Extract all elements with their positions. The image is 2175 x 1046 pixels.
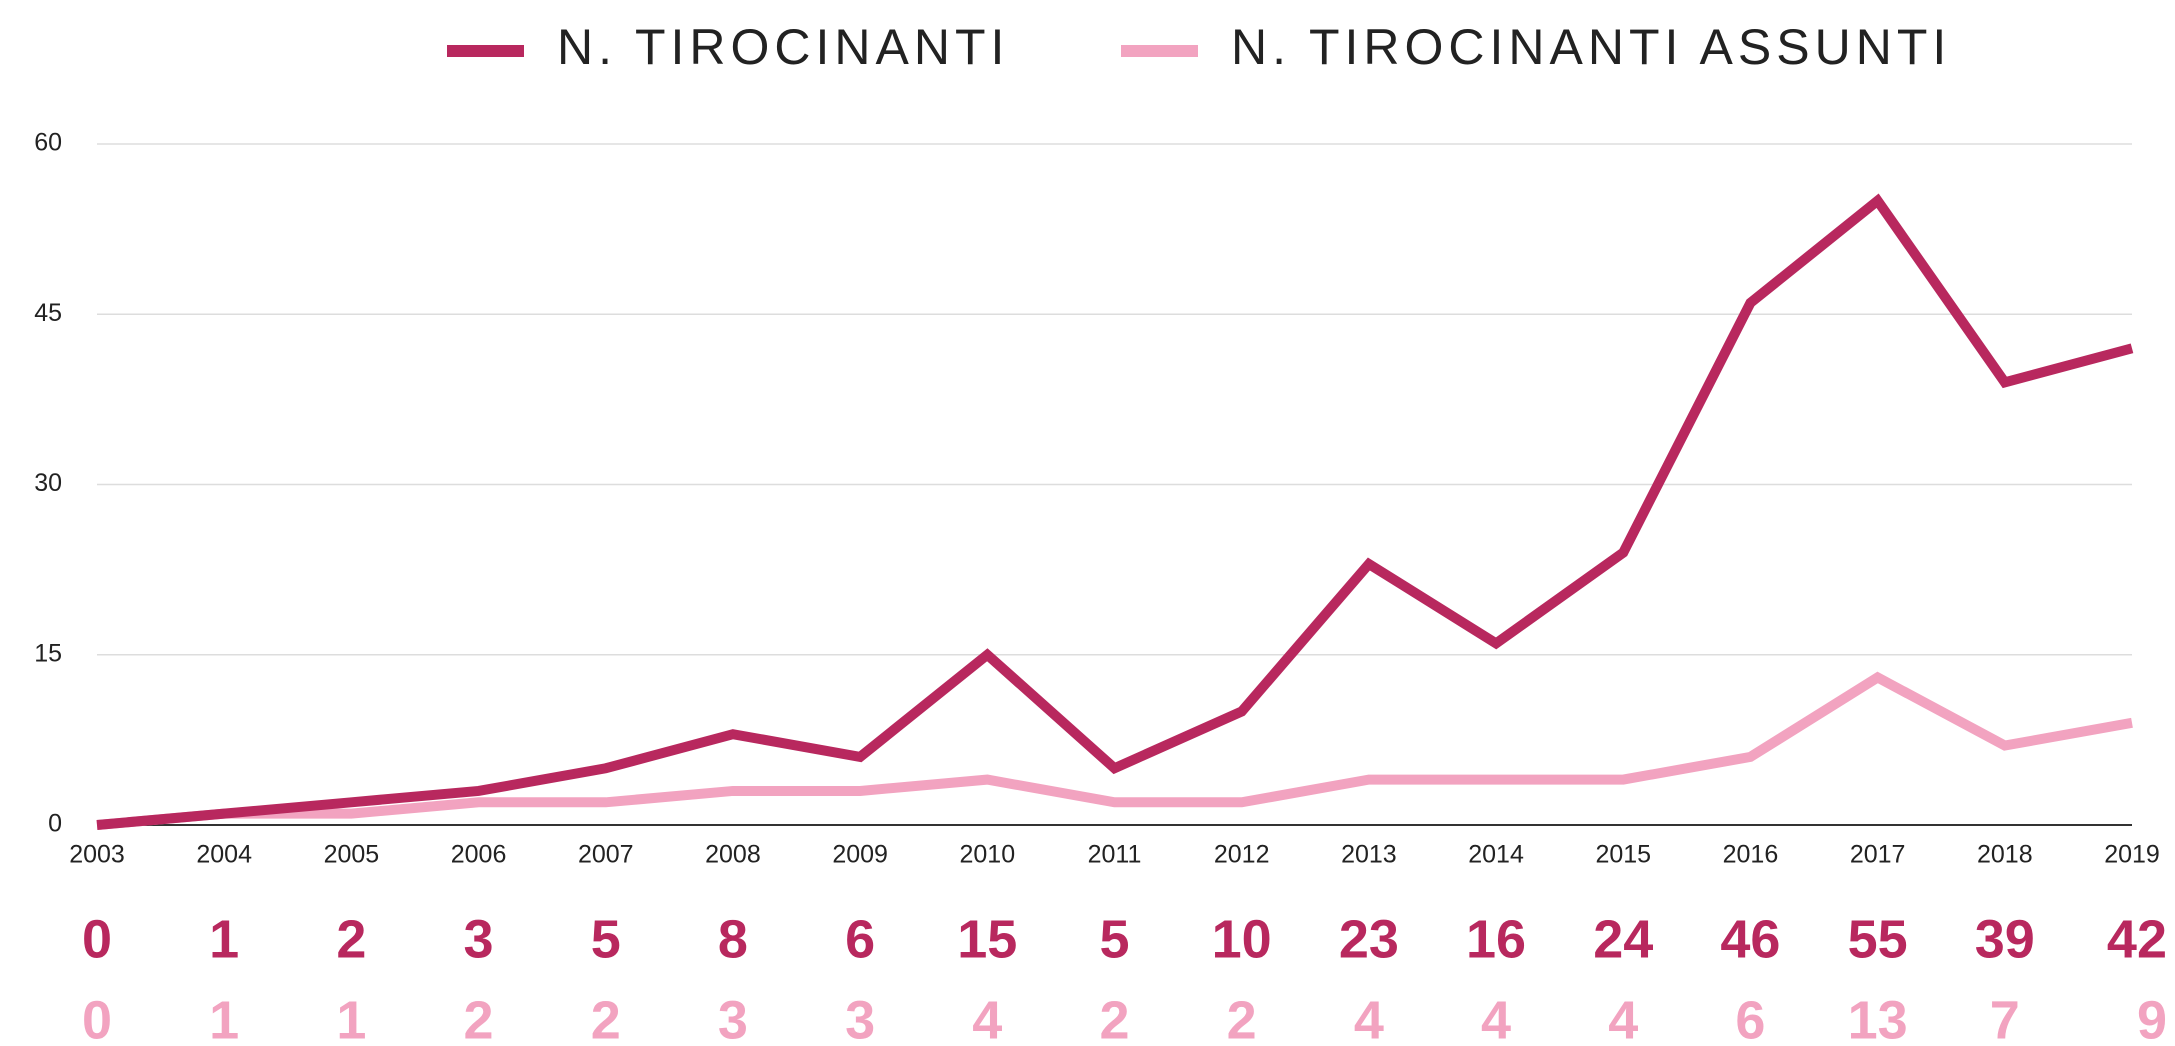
data-label: 2	[1099, 990, 1129, 1046]
data-label: 0	[82, 909, 112, 969]
x-tick-label: 2015	[1595, 841, 1651, 869]
data-label: 8	[718, 909, 748, 969]
data-label: 0	[82, 990, 112, 1046]
data-label: 9	[2137, 990, 2167, 1046]
data-label: 6	[1735, 990, 1765, 1046]
data-label: 5	[1099, 909, 1129, 969]
data-label: 5	[591, 909, 621, 969]
data-label: 10	[1212, 909, 1272, 969]
x-tick-label: 2007	[578, 841, 634, 869]
data-label: 4	[1354, 990, 1384, 1046]
data-label: 16	[1466, 909, 1526, 969]
data-label: 1	[209, 990, 239, 1046]
x-tick-label: 2010	[960, 841, 1016, 869]
data-label: 23	[1339, 909, 1399, 969]
y-tick-label: 0	[48, 810, 62, 838]
data-label: 3	[718, 990, 748, 1046]
data-label: 2	[336, 909, 366, 969]
x-tick-label: 2013	[1341, 841, 1397, 869]
x-tick-label: 2009	[832, 841, 888, 869]
legend-label: N. TIROCINANTI	[557, 19, 1009, 75]
data-label: 15	[957, 909, 1017, 969]
x-tick-label: 2018	[1977, 841, 2033, 869]
data-label: 46	[1720, 909, 1780, 969]
x-tick-label: 2014	[1468, 841, 1524, 869]
data-label: 1	[336, 990, 366, 1046]
data-label: 2	[1227, 990, 1257, 1046]
x-tick-label: 2017	[1850, 841, 1906, 869]
series-line	[96, 193, 2134, 830]
x-tick-label: 2016	[1723, 841, 1779, 869]
data-label: 39	[1975, 909, 2035, 969]
data-label: 55	[1848, 909, 1908, 969]
legend-label: N. TIROCINANTI ASSUNTI	[1231, 19, 1951, 75]
y-tick-label: 15	[34, 639, 62, 667]
data-label: 3	[845, 990, 875, 1046]
data-label: 2	[464, 990, 494, 1046]
series-line	[96, 671, 2133, 830]
data-label: 13	[1848, 990, 1908, 1046]
x-tick-label: 2005	[324, 841, 380, 869]
y-tick-label: 45	[34, 299, 62, 327]
data-label: 4	[1481, 990, 1511, 1046]
x-tick-label: 2008	[705, 841, 761, 869]
x-tick-label: 2011	[1088, 841, 1142, 869]
data-label: 2	[591, 990, 621, 1046]
data-label: 1	[209, 909, 239, 969]
data-label: 4	[1608, 990, 1638, 1046]
x-tick-label: 2003	[69, 841, 125, 869]
data-label: 42	[2107, 909, 2167, 969]
x-tick-label: 2006	[451, 841, 507, 869]
data-label: 4	[972, 990, 1002, 1046]
data-label: 6	[845, 909, 875, 969]
y-tick-label: 30	[34, 469, 62, 497]
y-tick-label: 60	[34, 129, 62, 157]
data-label: 3	[464, 909, 494, 969]
data-label: 24	[1593, 909, 1653, 969]
x-tick-label: 2019	[2104, 841, 2160, 869]
data-label: 7	[1990, 990, 2020, 1046]
x-tick-label: 2012	[1214, 841, 1270, 869]
x-tick-label: 2004	[196, 841, 252, 869]
